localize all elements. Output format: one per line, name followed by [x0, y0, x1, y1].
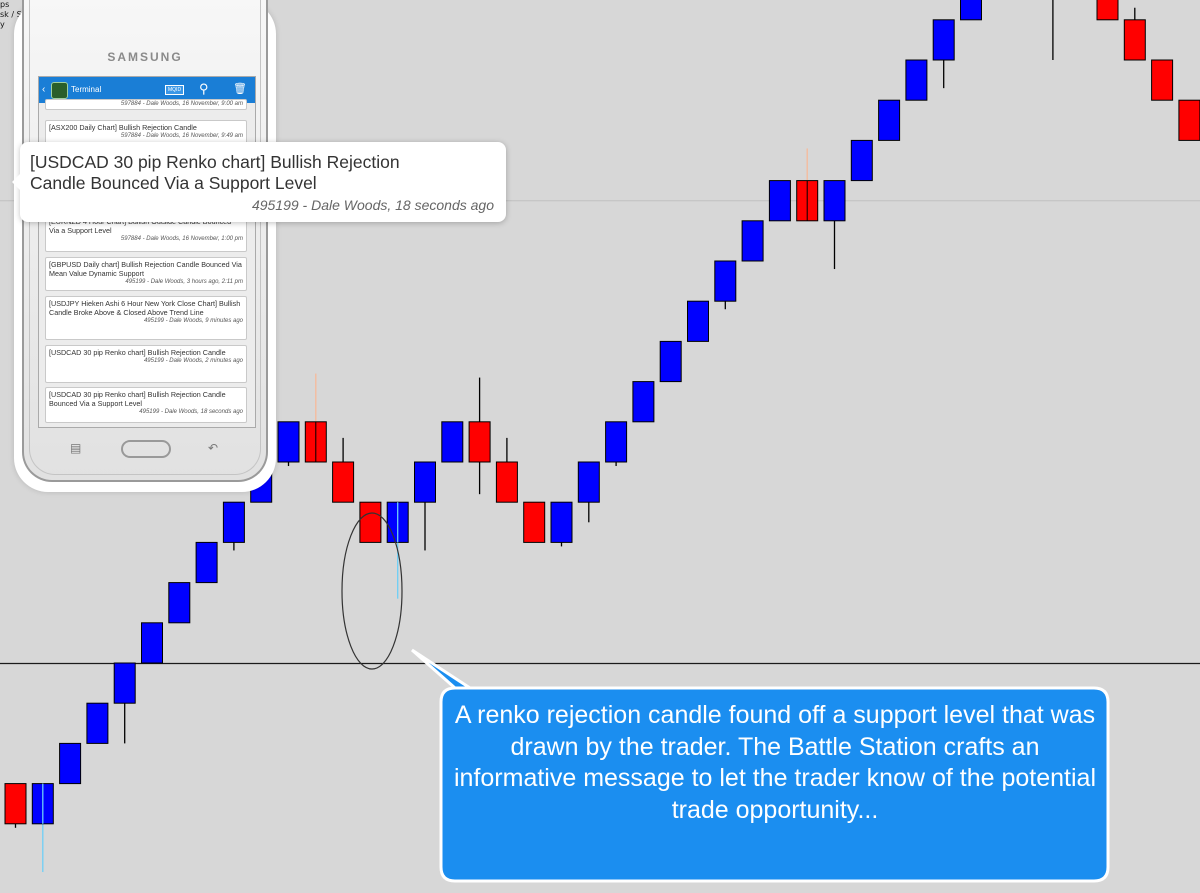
message-meta: 495199 - Dale Woods, 9 minutes ago: [143, 318, 243, 324]
back-icon[interactable]: ‹: [42, 84, 46, 95]
renko-brick-up: [113, 662, 136, 704]
renko-brick-down: [332, 461, 355, 503]
renko-brick-up: [141, 622, 163, 664]
message-text: [USDJPY Hieken Ashi 6 Hour New York Clos…: [49, 299, 241, 317]
renko-brick-up: [577, 461, 600, 503]
renko-brick-up: [714, 260, 737, 302]
message-meta: 495199 - Dale Woods, 2 minutes ago: [143, 358, 243, 364]
renko-brick-down: [359, 501, 382, 543]
renko-brick-down: [4, 783, 27, 825]
renko-brick-down: [468, 421, 491, 463]
message-item[interactable]: [GBPUSD Daily chart] Bullish Rejection C…: [45, 257, 247, 291]
renko-brick-up: [850, 139, 873, 182]
message-text: [USDCAD 30 pip Renko chart] Bullish Reje…: [49, 348, 226, 357]
message-item[interactable]: [USDCAD 30 pip Renko chart] Bullish Reje…: [45, 387, 247, 423]
message-item[interactable]: [ASX200 Daily Chart] Bullish Rejection C…: [45, 120, 247, 144]
renko-brick-up: [878, 99, 901, 141]
message-item[interactable]: [USDJPY Hieken Ashi 6 Hour New York Clos…: [45, 296, 247, 340]
callout-bubble: [411, 648, 1110, 883]
renko-brick-up: [195, 541, 218, 584]
back-nav-icon[interactable]: ↶: [208, 441, 219, 455]
message-meta: 597884 - Dale Woods, 16 November, 9:00 a…: [120, 101, 243, 107]
renko-brick-up: [687, 300, 709, 342]
renko-brick-up: [905, 59, 928, 101]
recent-apps-icon[interactable]: ▤: [70, 441, 82, 455]
renko-brick-up: [741, 220, 764, 262]
phone-device: SAMSUNG ‹ Terminal MQID ⚲ 🗑 597884 - Dal…: [22, 0, 268, 482]
message-text: [USDCAD 30 pip Renko chart] Bullish Reje…: [49, 390, 226, 408]
terminal-app-bar: ‹ Terminal MQID ⚲ 🗑: [39, 77, 255, 103]
renko-brick-down: [1096, 0, 1119, 21]
renko-brick-up: [659, 340, 682, 383]
message-item[interactable]: [USDCAD 30 pip Renko chart] Bullish Reje…: [45, 345, 247, 383]
rejection-candle-highlight: [341, 512, 403, 670]
renko-brick-down: [523, 501, 546, 543]
renko-brick-down: [495, 461, 518, 503]
renko-brick-up: [632, 381, 655, 423]
notification-text: [USDCAD 30 pip Renko chart] Bullish Reje…: [30, 152, 400, 193]
renko-brick-down: [1123, 19, 1146, 61]
message-meta: 495199 - Dale Woods, 3 hours ago, 2:11 p…: [125, 279, 243, 285]
renko-brick-down: [1151, 59, 1174, 101]
renko-brick-up: [168, 582, 191, 624]
mqid-button[interactable]: MQID: [165, 85, 185, 95]
notification-meta: 495199 - Dale Woods, 18 seconds ago: [251, 197, 494, 213]
phone-screen: ‹ Terminal MQID ⚲ 🗑 597884 - Dale Woods,…: [38, 76, 256, 428]
renko-brick-up: [441, 421, 464, 463]
renko-brick-up: [550, 501, 573, 543]
message-text: [ASX200 Daily Chart] Bullish Rejection C…: [49, 123, 197, 132]
phone-brand: SAMSUNG: [107, 50, 183, 64]
home-button[interactable]: [121, 440, 171, 458]
message-text: [GBPUSD Daily chart] Bullish Rejection C…: [49, 260, 242, 278]
chart-bricks: [4, 0, 1200, 873]
callout-text: A renko rejection candle found off a sup…: [453, 701, 1097, 824]
app-logo-icon: [51, 82, 68, 99]
renko-brick-down: [1178, 99, 1200, 141]
renko-brick-up: [605, 421, 628, 463]
message-meta: 495199 - Dale Woods, 18 seconds ago: [139, 409, 243, 415]
renko-brick-up: [414, 461, 436, 503]
renko-brick-up: [59, 742, 82, 785]
app-title: Terminal: [71, 85, 102, 94]
message-meta: 597884 - Dale Woods, 16 November, 1:00 p…: [120, 236, 243, 242]
renko-brick-up: [222, 501, 245, 543]
renko-brick-up: [768, 180, 791, 222]
renko-brick-up: [823, 180, 846, 222]
renko-brick-up: [277, 421, 300, 463]
renko-brick-up: [932, 19, 955, 61]
message-item[interactable]: 597884 - Dale Woods, 16 November, 9:00 a…: [45, 99, 247, 110]
trash-icon[interactable]: 🗑: [233, 83, 247, 95]
search-icon[interactable]: ⚲: [199, 81, 209, 96]
renko-brick-up: [86, 702, 109, 744]
message-meta: 597884 - Dale Woods, 16 November, 9:49 a…: [120, 133, 243, 139]
renko-brick-up: [960, 0, 982, 21]
notification-popup[interactable]: [USDCAD 30 pip Renko chart] Bullish Reje…: [12, 142, 506, 222]
